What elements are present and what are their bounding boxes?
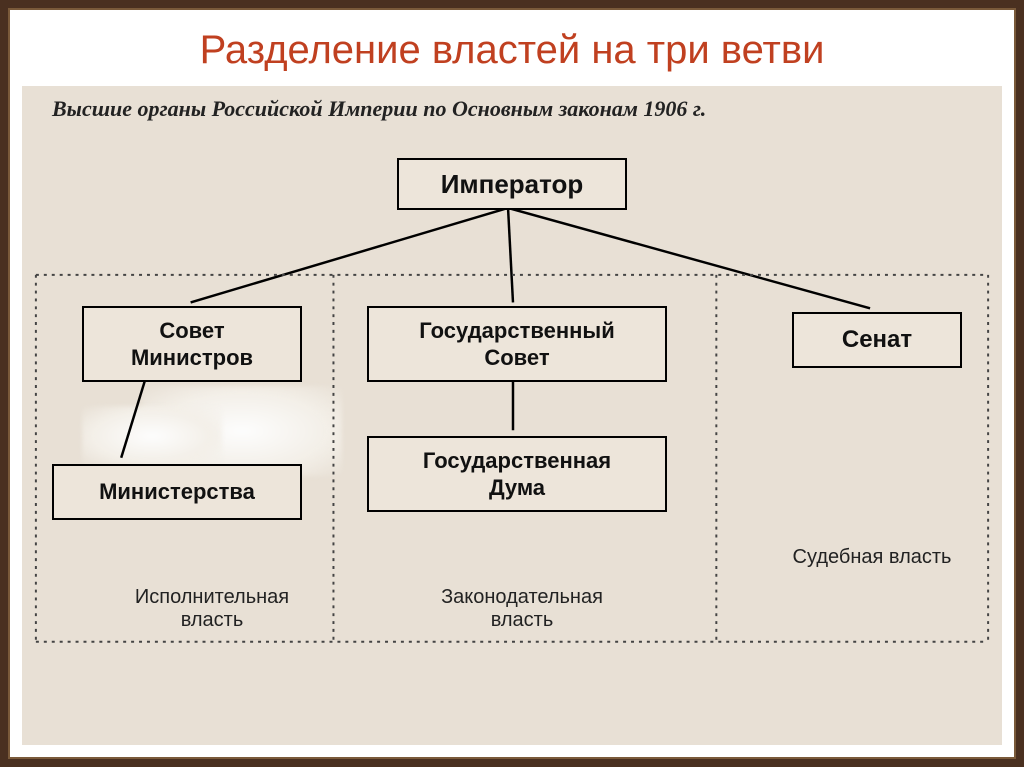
diagram-subtitle: Высшие органы Российской Империи по Осно… bbox=[52, 96, 972, 122]
label-executive-branch: Исполнительнаявласть bbox=[102, 586, 322, 632]
node-emperor: Император bbox=[397, 158, 627, 210]
scan-smudge bbox=[82, 406, 222, 466]
node-senate: Сенат bbox=[792, 312, 962, 368]
node-council-ministers: СоветМинистров bbox=[82, 306, 302, 382]
title-bar: Разделение властей на три ветви bbox=[10, 10, 1014, 83]
node-state-duma: ГосударственнаяДума bbox=[367, 436, 667, 512]
label-legislative-branch: Законодательнаявласть bbox=[402, 586, 642, 632]
label-judicial-branch: Судебная власть bbox=[762, 546, 982, 569]
slide-frame: Разделение властей на три ветви Высшие о… bbox=[8, 8, 1016, 759]
page-title: Разделение властей на три ветви bbox=[30, 28, 994, 73]
node-ministries: Министерства bbox=[52, 464, 302, 520]
diagram-area: Высшие органы Российской Империи по Осно… bbox=[22, 86, 1002, 745]
node-state-council: ГосударственныйСовет bbox=[367, 306, 667, 382]
